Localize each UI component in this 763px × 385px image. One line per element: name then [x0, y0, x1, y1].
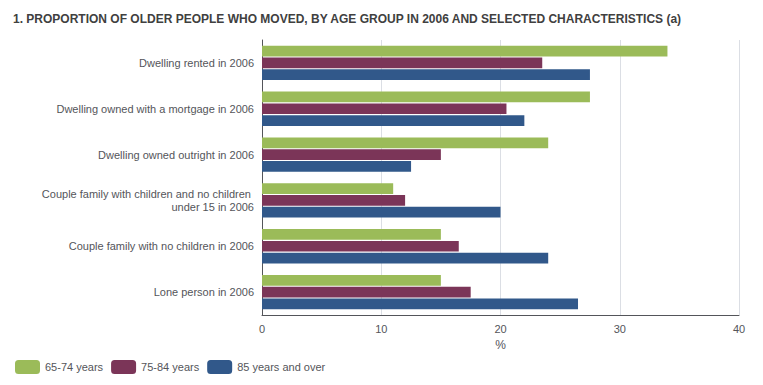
svg-text:30: 30	[614, 323, 626, 335]
svg-text:75-84 years: 75-84 years	[141, 361, 200, 373]
svg-text:85 years and over: 85 years and over	[237, 361, 325, 373]
svg-text:20: 20	[494, 323, 506, 335]
svg-text:10: 10	[375, 323, 387, 335]
svg-text:0: 0	[259, 323, 265, 335]
svg-text:Dwelling rented in 2006: Dwelling rented in 2006	[139, 57, 254, 69]
svg-text:%: %	[495, 338, 506, 352]
svg-text:Couple family with children an: Couple family with children and no child…	[42, 188, 254, 200]
svg-text:Couple family with no children: Couple family with no children in 2006	[69, 240, 254, 252]
svg-text:65-74 years: 65-74 years	[45, 361, 104, 373]
svg-text:under 15 in 2006: under 15 in 2006	[171, 201, 254, 213]
svg-text:1. PROPORTION OF OLDER PEOPLE: 1. PROPORTION OF OLDER PEOPLE WHO MOVED,…	[13, 12, 681, 26]
svg-text:40: 40	[733, 323, 745, 335]
svg-text:Dwelling owned outright in 200: Dwelling owned outright in 2006	[98, 149, 254, 161]
svg-text:Dwelling owned with a mortgage: Dwelling owned with a mortgage in 2006	[56, 103, 254, 115]
svg-text:Lone person in 2006: Lone person in 2006	[154, 286, 254, 298]
